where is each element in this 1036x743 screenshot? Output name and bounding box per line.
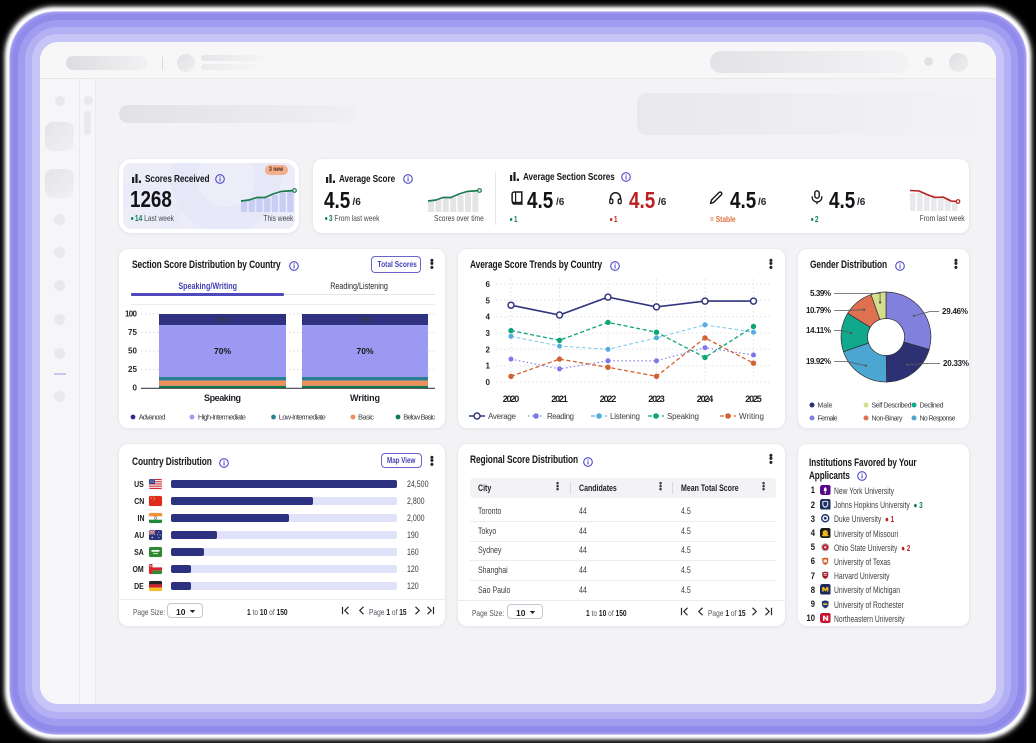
svg-text:6: 6 <box>486 280 491 289</box>
svg-text:Speaking: Speaking <box>204 393 241 403</box>
svg-text:75: 75 <box>128 328 138 337</box>
svg-text:Speaking: Speaking <box>667 412 699 421</box>
svg-text:14.11%: 14.11% <box>806 326 831 335</box>
svg-text:Reading: Reading <box>547 412 574 421</box>
svg-text:Below Basic: Below Basic <box>403 413 435 422</box>
svg-text:15%: 15% <box>216 318 229 325</box>
svg-text:No Response: No Response <box>920 416 956 423</box>
svg-text:High-Intermediate: High-Intermediate <box>198 413 246 422</box>
svg-text:Self Described: Self Described <box>872 403 912 410</box>
svg-text:Advanced: Advanced <box>139 413 166 422</box>
svg-text:70%: 70% <box>214 346 231 356</box>
svg-text:25: 25 <box>128 365 138 374</box>
svg-text:2025: 2025 <box>745 394 762 404</box>
svg-text:Writing: Writing <box>739 412 764 421</box>
svg-text:3: 3 <box>486 329 491 338</box>
svg-text:4: 4 <box>486 313 491 322</box>
svg-text:29.46%: 29.46% <box>942 307 968 316</box>
svg-text:Writing: Writing <box>350 393 380 403</box>
svg-text:2: 2 <box>486 345 491 354</box>
svg-text:Declined: Declined <box>920 403 944 410</box>
svg-text:Basic: Basic <box>358 413 374 422</box>
svg-text:Male: Male <box>818 403 833 410</box>
svg-text:2021: 2021 <box>551 394 568 404</box>
svg-text:2020: 2020 <box>503 394 520 404</box>
svg-text:2023: 2023 <box>648 394 665 404</box>
svg-text:100: 100 <box>125 310 138 319</box>
svg-text:2022: 2022 <box>600 394 617 404</box>
svg-text:50: 50 <box>128 347 138 356</box>
svg-text:5: 5 <box>486 296 491 305</box>
svg-text:Average: Average <box>488 412 517 421</box>
svg-text:Female: Female <box>818 416 838 423</box>
svg-text:19.92%: 19.92% <box>806 357 831 366</box>
svg-text:0: 0 <box>486 378 491 387</box>
svg-text:70%: 70% <box>357 346 374 356</box>
svg-text:Listening: Listening <box>610 412 640 421</box>
svg-text:5.39%: 5.39% <box>810 289 831 298</box>
svg-text:20.33%: 20.33% <box>943 359 969 368</box>
svg-text:1: 1 <box>486 362 491 371</box>
svg-text:10.79%: 10.79% <box>806 306 831 315</box>
svg-text:Low-Intermediate: Low-Intermediate <box>279 413 326 422</box>
svg-text:15%: 15% <box>359 318 372 325</box>
svg-text:0: 0 <box>133 384 138 393</box>
svg-text:Non-Binary: Non-Binary <box>872 416 904 423</box>
svg-text:2024: 2024 <box>697 394 714 404</box>
